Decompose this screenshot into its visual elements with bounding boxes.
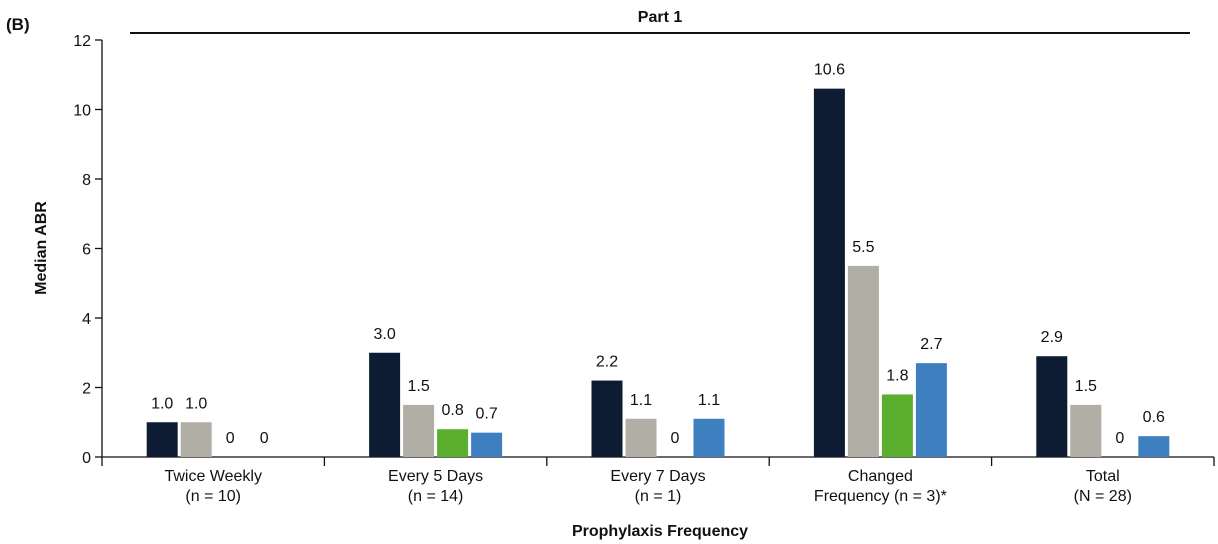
bar-value-label: 0.6	[1143, 409, 1165, 426]
bar-value-label: 0	[671, 430, 680, 447]
x-category-label: Every 5 Days	[388, 468, 483, 485]
bar-value-label: 0.8	[441, 402, 463, 419]
bar	[180, 422, 212, 457]
bar	[146, 422, 178, 457]
bar-value-label: 1.1	[698, 392, 720, 409]
y-tick-label: 2	[82, 381, 91, 398]
bar	[915, 363, 947, 457]
y-tick-label: 0	[82, 450, 91, 467]
bar-value-label: 2.9	[1041, 329, 1063, 346]
axes: 0 2 4 6 8 10 12	[73, 33, 1215, 467]
bar-value-label: 0.7	[475, 406, 497, 423]
bar	[1138, 436, 1170, 457]
x-category-label: (n = 1)	[635, 488, 682, 505]
y-tick-label: 10	[73, 103, 91, 120]
chart-title: Part 1	[638, 9, 683, 26]
bars	[146, 88, 1170, 458]
bar-value-label: 0	[1115, 430, 1124, 447]
bar-value-label: 0	[226, 430, 235, 447]
bar	[403, 404, 435, 457]
y-tick-label: 12	[73, 33, 91, 50]
x-category-label: Twice Weekly	[164, 468, 262, 485]
y-tick-label: 6	[82, 242, 91, 259]
x-category-label: (n = 14)	[408, 488, 464, 505]
bar-value-label: 2.7	[920, 336, 942, 353]
bar-value-label: 5.5	[852, 239, 874, 256]
bar	[847, 265, 879, 457]
bar-value-label: 1.5	[1075, 378, 1097, 395]
bar-value-labels: 1.0 1.0 0 0 3.0 1.5 0.8 0.7 2.2 1.1 0 1.1 10.6 5.5 1.8…	[151, 62, 1165, 447]
bar	[591, 380, 623, 457]
bar-value-label: 1.8	[886, 367, 908, 384]
y-axis-label: Median ABR	[33, 201, 50, 295]
y-tick-label: 8	[82, 172, 91, 189]
bar	[369, 352, 401, 457]
bar	[693, 418, 725, 457]
bar	[625, 418, 657, 457]
bar-value-label: 2.2	[596, 354, 618, 371]
bar	[437, 429, 469, 457]
x-category-label: Total	[1086, 468, 1120, 485]
x-category-label: Frequency (n = 3)*	[814, 488, 947, 505]
bar-value-label: 1.5	[407, 378, 429, 395]
x-category-label: Changed	[848, 468, 913, 485]
panel-label: (B)	[6, 15, 30, 34]
bar	[471, 432, 503, 457]
bar-value-label: 1.0	[185, 395, 207, 412]
x-category-label: Every 7 Days	[610, 468, 705, 485]
bar-value-label: 3.0	[373, 326, 395, 343]
category-labels: Twice Weekly (n = 10) Every 5 Days (n = 14)…	[164, 468, 1131, 505]
x-category-label: (N = 28)	[1074, 488, 1132, 505]
bar-value-label: 0	[260, 430, 269, 447]
x-category-label: (n = 10)	[185, 488, 241, 505]
x-axis-label: Prophylaxis Frequency	[572, 523, 748, 540]
y-tick-label: 4	[82, 311, 91, 328]
bar	[1070, 404, 1102, 457]
bar-value-label: 10.6	[814, 62, 845, 79]
bar	[813, 88, 845, 458]
bar-value-label: 1.0	[151, 395, 173, 412]
bar	[1036, 356, 1068, 457]
bar	[881, 394, 913, 457]
bar-value-label: 1.1	[630, 392, 652, 409]
